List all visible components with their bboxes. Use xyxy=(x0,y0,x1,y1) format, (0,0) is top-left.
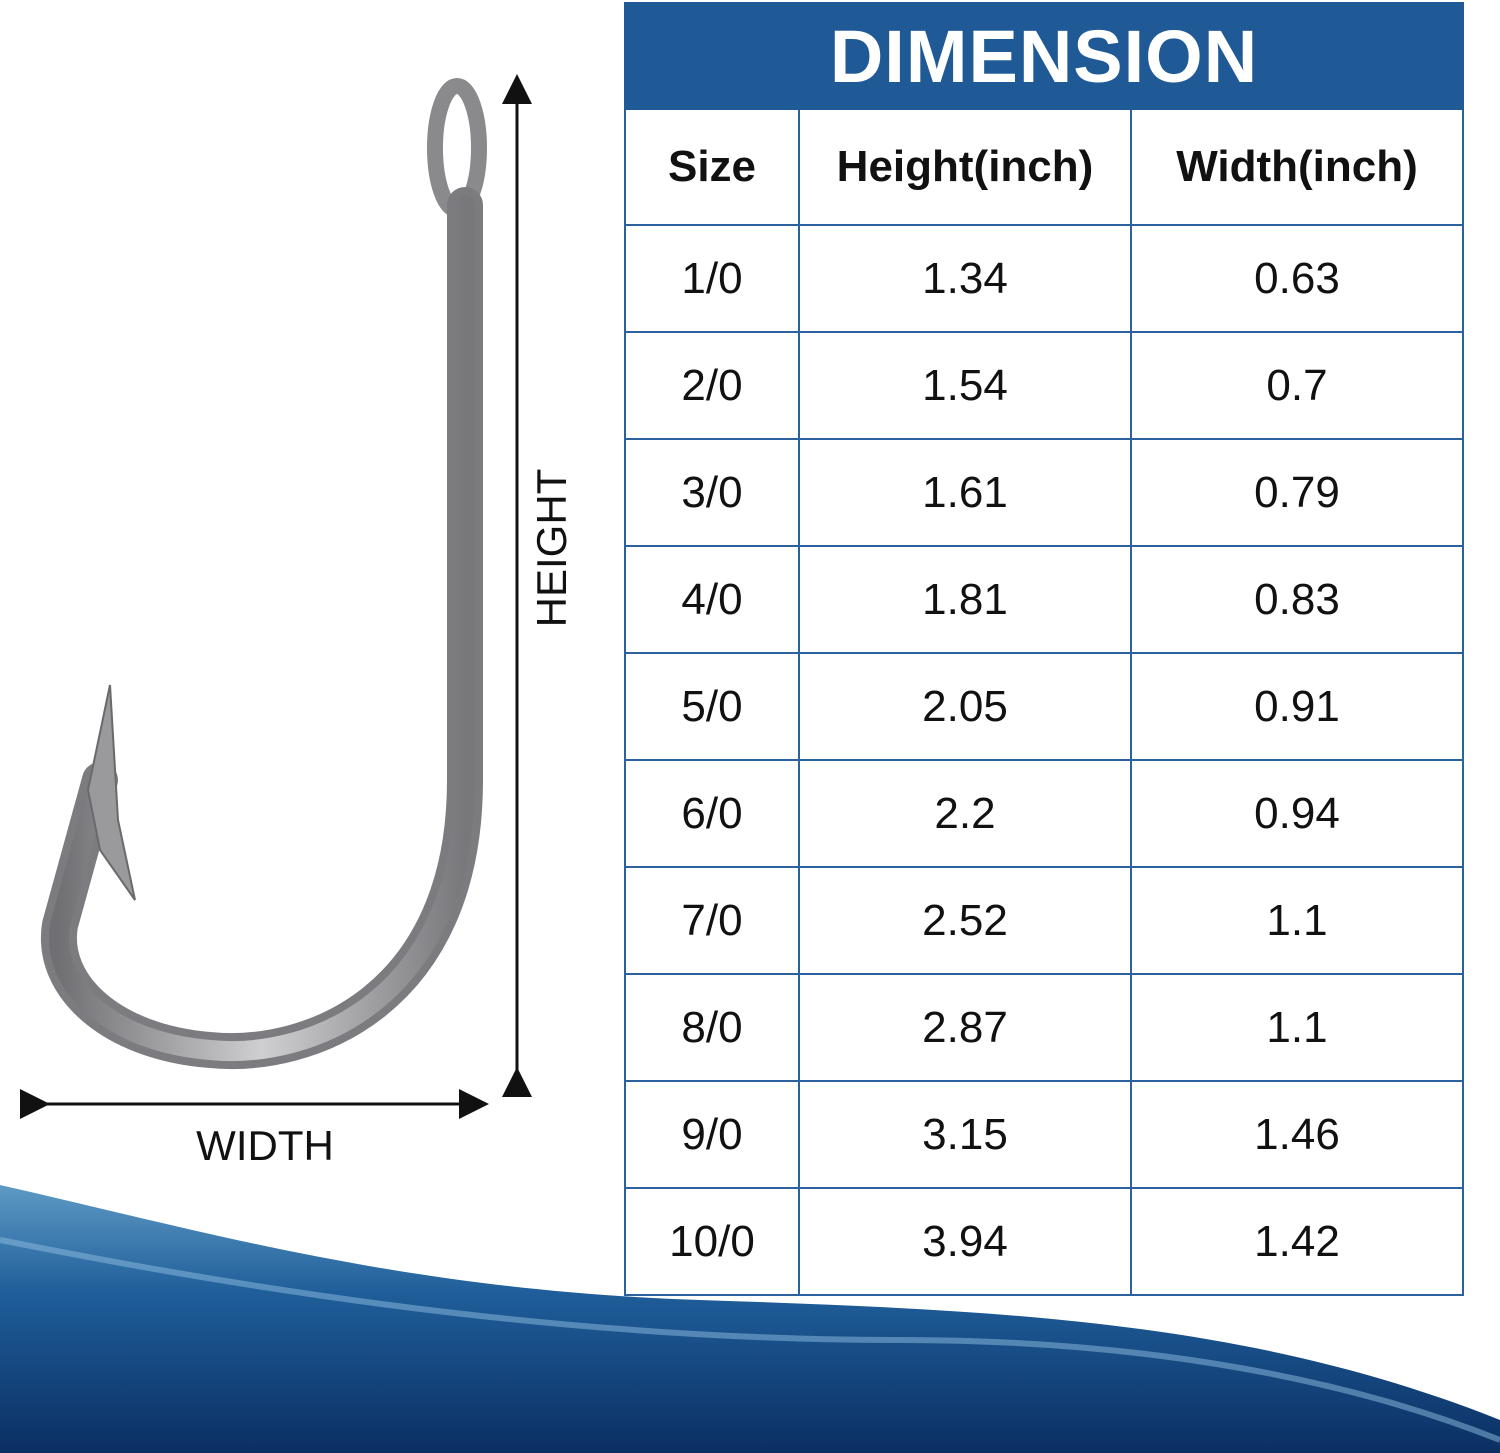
table-cell: 2.87 xyxy=(798,973,1132,1082)
table-cell: 3/0 xyxy=(624,438,800,547)
table-cell: 0.91 xyxy=(1130,652,1464,761)
hook xyxy=(40,78,487,1069)
width-label: WIDTH xyxy=(196,1122,334,1169)
table-cell: 2.2 xyxy=(798,759,1132,868)
height-label: HEIGHT xyxy=(528,469,575,628)
table-cell: 1.46 xyxy=(1130,1080,1464,1189)
table-cell: 0.79 xyxy=(1130,438,1464,547)
table-cell: 4/0 xyxy=(624,545,800,654)
table-cell: 10/0 xyxy=(624,1187,800,1296)
column-header: Width(inch) xyxy=(1130,108,1464,226)
table-row: 10/0 3.94 1.42 xyxy=(624,1187,1464,1296)
table-cell: 1.81 xyxy=(798,545,1132,654)
table-row: 9/0 3.15 1.46 xyxy=(624,1080,1464,1189)
table-cell: 1.42 xyxy=(1130,1187,1464,1296)
table-row: 8/0 2.87 1.1 xyxy=(624,973,1464,1082)
table-title: DIMENSION xyxy=(624,2,1464,110)
table-cell: 1.34 xyxy=(798,224,1132,333)
table-cell: 1/0 xyxy=(624,224,800,333)
table-cell: 0.63 xyxy=(1130,224,1464,333)
table-row: 3/0 1.61 0.79 xyxy=(624,438,1464,547)
table-row: 7/0 2.52 1.1 xyxy=(624,866,1464,975)
table-cell: 1.54 xyxy=(798,331,1132,440)
water xyxy=(0,1185,1500,1453)
table-row: 4/0 1.81 0.83 xyxy=(624,545,1464,654)
table-row: 2/0 1.54 0.7 xyxy=(624,331,1464,440)
table-row: 6/0 2.2 0.94 xyxy=(624,759,1464,868)
table-cell: 0.7 xyxy=(1130,331,1464,440)
table-cell: 7/0 xyxy=(624,866,800,975)
table-cell: 2.52 xyxy=(798,866,1132,975)
table-cell: 0.94 xyxy=(1130,759,1464,868)
table-cell: 3.94 xyxy=(798,1187,1132,1296)
table-cell: 8/0 xyxy=(624,973,800,1082)
table-cell: 6/0 xyxy=(624,759,800,868)
water-highlight xyxy=(0,1237,1500,1443)
table-cell: 3.15 xyxy=(798,1080,1132,1189)
column-header: Size xyxy=(624,108,800,226)
table-cell: 1.1 xyxy=(1130,866,1464,975)
table-cell: 0.83 xyxy=(1130,545,1464,654)
table-cell: 1.61 xyxy=(798,438,1132,547)
table-row: 1/0 1.34 0.63 xyxy=(624,224,1464,333)
table-cell: 2/0 xyxy=(624,331,800,440)
dimension-table: DIMENSION Size Height(inch) Width(inch) 1/0… xyxy=(624,2,1464,1296)
column-header: Height(inch) xyxy=(798,108,1132,226)
table-row: 5/0 2.05 0.91 xyxy=(624,652,1464,761)
table-cell: 9/0 xyxy=(624,1080,800,1189)
table-cell: 5/0 xyxy=(624,652,800,761)
table-cell: 1.1 xyxy=(1130,973,1464,1082)
table-cell: 2.05 xyxy=(798,652,1132,761)
table-body: Size Height(inch) Width(inch) 1/0 1.34 0.63 2/… xyxy=(624,108,1464,1296)
header-row: Size Height(inch) Width(inch) xyxy=(624,108,1464,226)
